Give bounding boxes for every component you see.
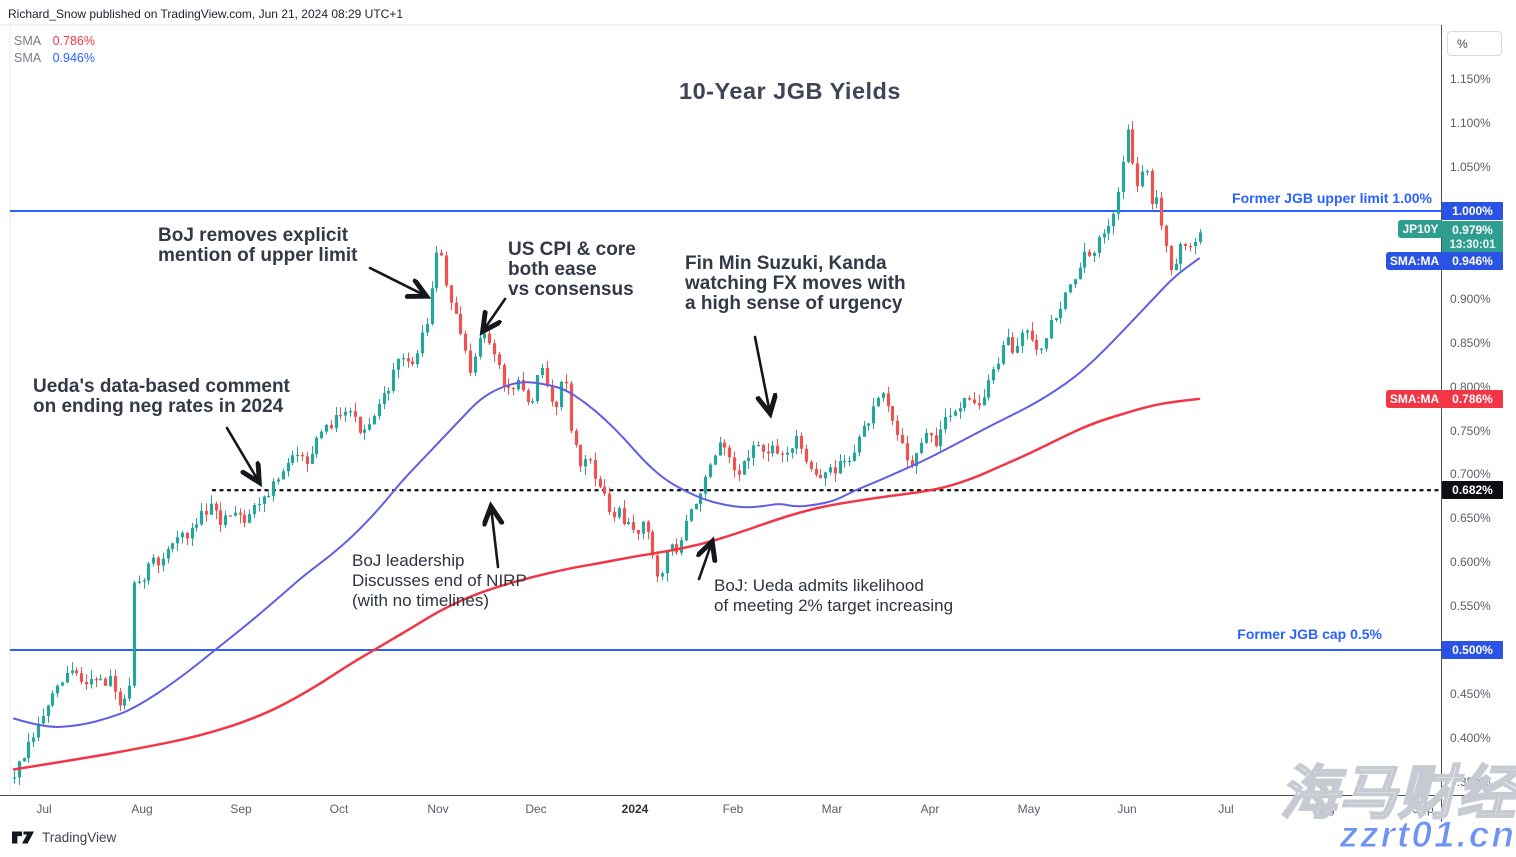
annotation-line: (with no timelines) <box>352 591 489 610</box>
price-badge-level-1000: 1.000% <box>1442 202 1503 220</box>
annotation-line: vs consensus <box>508 279 634 300</box>
annotation-line: US CPI & core <box>508 239 636 260</box>
y-tick-0.900%: 0.900% <box>1450 291 1491 306</box>
cap-line-label: Former JGB cap 0.5% <box>1237 626 1382 642</box>
y-tick-0.550%: 0.550% <box>1450 599 1491 614</box>
sma-slow-legend-row: SMA 0.946% <box>14 50 95 67</box>
x-tick-Sep-2: Sep <box>230 802 252 816</box>
y-tick-0.600%: 0.600% <box>1450 555 1491 570</box>
annotation-line: BoJ removes explicit <box>158 225 349 246</box>
x-tick-Jul-12: Jul <box>1218 802 1234 816</box>
y-tick-0.350%: 0.350% <box>1450 774 1491 789</box>
annotation-line: both ease <box>508 259 597 280</box>
watermark-chinese: 海马财经 <box>1279 760 1516 827</box>
x-tick-Mar-8: Mar <box>821 802 843 816</box>
x-tick-Jun-11: Jun <box>1117 802 1137 816</box>
y-tick-1.100%: 1.100% <box>1450 116 1491 131</box>
series-tag-jp10y-last: JP10Y <box>1398 220 1443 239</box>
annotation-line: watching FX moves with <box>685 273 906 294</box>
sma-fast-label: SMA <box>14 34 42 48</box>
annotation-line: Discusses end of NIRP <box>352 571 527 590</box>
price-badge-sma-fast: 0.786% <box>1442 389 1503 408</box>
annotation-fin-min-suzuki: Fin Min Suzuki, Kanda watching FX moves w… <box>685 254 906 314</box>
price-badge-value: 0.946% <box>1452 254 1493 269</box>
price-badge-value: 0.500% <box>1452 643 1493 657</box>
x-tick-May-10: May <box>1017 802 1041 816</box>
percent-scale-button[interactable]: % <box>1447 31 1502 56</box>
y-tick-0.650%: 0.650% <box>1450 511 1491 526</box>
y-tick-0.400%: 0.400% <box>1450 730 1491 745</box>
sma-slow-label: SMA <box>14 51 42 65</box>
publish-byline: Richard_Snow published on TradingView.co… <box>8 7 404 21</box>
annotation-line: a high sense of urgency <box>685 293 903 314</box>
annotation-boj-leadership-nirp: BoJ leadership Discusses end of NIRP (with… <box>352 551 527 611</box>
annotation-line: Ueda's data-based comment <box>33 376 290 397</box>
y-tick-0.850%: 0.850% <box>1450 335 1491 350</box>
annotation-line: mention of upper limit <box>158 245 358 266</box>
series-tag-sma-slow: SMA:MA <box>1386 252 1443 271</box>
price-badge-level-0500: 0.500% <box>1442 641 1503 659</box>
y-tick-0.700%: 0.700% <box>1450 467 1491 482</box>
x-tick-Aug-1: Aug <box>131 802 153 816</box>
annotation-line: on ending neg rates in 2024 <box>33 396 284 417</box>
price-badge-time: 13:30:01 <box>1449 239 1496 252</box>
price-badge-value: 0.979% <box>1452 223 1493 238</box>
annotation-line: BoJ: Ueda admits likelihood <box>714 576 924 595</box>
watermark-site: zzrt01.cn <box>1339 814 1516 856</box>
y-tick-0.450%: 0.450% <box>1450 686 1491 701</box>
annotation-boj-removes-upper-limit: BoJ removes explicit mention of upper lim… <box>158 226 358 266</box>
y-tick-1.050%: 1.050% <box>1450 160 1491 175</box>
x-tick-Dec-5: Dec <box>525 802 547 816</box>
price-badge-value: 0.682% <box>1452 483 1493 498</box>
annotation-line: of meeting 2% target increasing <box>714 596 954 615</box>
annotation-ueda-data-comment: Ueda's data-based comment on ending neg r… <box>33 377 290 417</box>
price-badge-value: 1.000% <box>1452 204 1493 218</box>
series-tag-sma-fast: SMA:MA <box>1386 389 1443 408</box>
x-tick-Aug-13: Aug <box>1313 802 1335 816</box>
x-tick-Jul-0: Jul <box>36 802 52 816</box>
x-tick-Apr-9: Apr <box>920 802 940 816</box>
price-badge-jp10y-last: 0.979% 13:30:01 <box>1442 221 1503 256</box>
x-tick-2024-6: 2024 <box>621 802 649 816</box>
annotation-boj-ueda-admits: BoJ: Ueda admits likelihood of meeting 2%… <box>714 576 953 616</box>
sma-fast-legend-row: SMA 0.786% <box>14 33 95 50</box>
annotation-line: Fin Min Suzuki, Kanda <box>685 253 887 274</box>
tradingview-brand-text: TradingView <box>42 830 117 845</box>
annotation-line: BoJ leadership <box>352 551 465 570</box>
tradingview-attribution[interactable]: TradingView <box>12 830 116 845</box>
sma-fast-value: 0.786% <box>52 34 95 48</box>
annotation-us-cpi-ease: US CPI & core both ease vs consensus <box>508 240 636 300</box>
price-badge-dotted-level: 0.682% <box>1442 481 1503 500</box>
tradingview-logo-icon <box>12 831 34 844</box>
y-tick-0.750%: 0.750% <box>1450 423 1491 438</box>
x-tick-Nov-4: Nov <box>427 802 449 816</box>
price-axis[interactable]: 1.150% 1.100% 1.050% 0.900% 0.850% 0.800% 0.75… <box>1442 25 1516 795</box>
chart-title: 10-Year JGB Yields <box>679 78 901 104</box>
upper-limit-line-label: Former JGB upper limit 1.00% <box>1232 190 1432 206</box>
price-badge-value: 0.786% <box>1452 391 1493 406</box>
x-tick-Oct-3: Oct <box>329 802 349 816</box>
x-tick-Sep-14: Sep <box>1412 802 1434 816</box>
indicator-legend[interactable]: SMA 0.786% SMA 0.946% <box>14 33 95 67</box>
y-tick-1.150%: 1.150% <box>1450 72 1491 87</box>
time-axis[interactable]: Jul Aug Sep Oct Nov Dec 2024 Feb Mar Apr May Jun Jul… <box>0 796 1516 822</box>
price-badge-sma-slow: 0.946% <box>1442 252 1503 271</box>
sma-slow-value: 0.946% <box>52 51 95 65</box>
x-tick-Feb-7: Feb <box>722 802 744 816</box>
